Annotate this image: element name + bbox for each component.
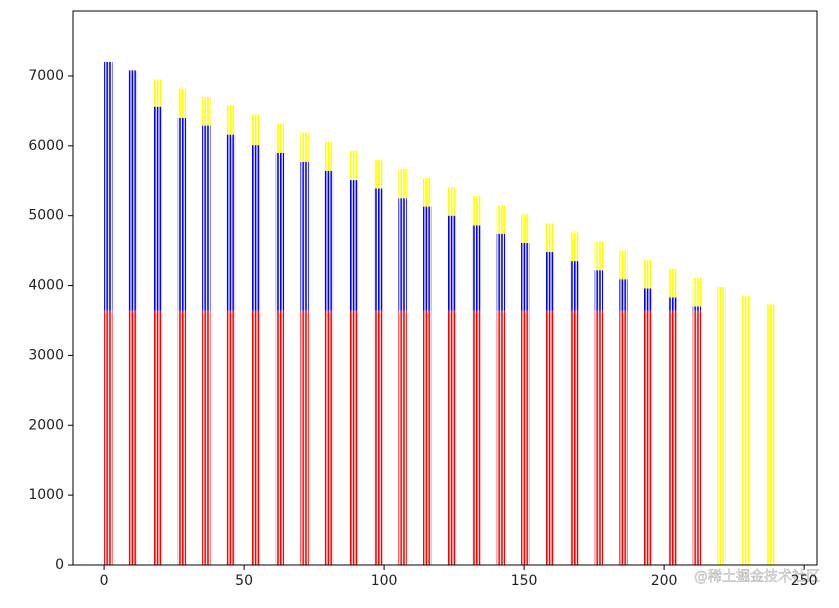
bar-segment: [349, 310, 358, 565]
bar-segment: [226, 134, 236, 311]
bar-segment: [521, 214, 530, 243]
bar-segment: [275, 123, 285, 153]
bar-segment: [398, 198, 407, 311]
bar-segment: [521, 242, 530, 311]
bar-segment: [545, 223, 555, 253]
bar-segment: [300, 132, 309, 162]
bar-segment: [692, 310, 702, 565]
bar-segment: [300, 310, 309, 565]
bar-segment: [472, 310, 481, 565]
y-tick-label: 0: [55, 557, 64, 573]
bar-segment: [104, 310, 113, 565]
bar-segment: [619, 250, 628, 280]
bar-segment: [324, 170, 334, 311]
bar-segment: [594, 270, 604, 311]
bar-segment: [472, 196, 481, 226]
x-tick-label: 200: [651, 573, 678, 589]
bar-segment: [594, 310, 604, 565]
x-tick-label: 150: [511, 573, 538, 589]
bar-segment: [251, 114, 260, 146]
bar-segment: [643, 288, 653, 311]
bar-segment: [374, 159, 383, 189]
bar-segment: [423, 177, 432, 207]
bar-segment: [570, 232, 579, 262]
bar-segment: [275, 152, 285, 311]
bar-segment: [692, 306, 702, 311]
bar-segment: [226, 105, 236, 135]
bar-segment: [251, 310, 260, 565]
x-tick-label: 100: [371, 573, 398, 589]
bar-segment: [496, 233, 506, 311]
x-tick-label: 50: [235, 573, 253, 589]
bar-segment: [692, 277, 702, 307]
bar-segment: [447, 215, 456, 311]
bar-segment: [398, 310, 407, 565]
bar-segment: [153, 79, 162, 107]
bar-segment: [202, 125, 211, 311]
bar-segment: [594, 241, 604, 271]
bar-segment: [447, 187, 456, 216]
y-tick-label: 4000: [28, 278, 64, 294]
y-tick-label: 6000: [28, 138, 64, 154]
bar-segment: [153, 106, 162, 311]
bar-segment: [472, 225, 481, 311]
bar-segment: [423, 206, 432, 311]
bar-segment: [619, 310, 628, 565]
bar-segment: [202, 96, 211, 126]
watermark: @稀土掘金技术社区: [694, 569, 820, 585]
bar-segment: [128, 310, 138, 565]
bar-segment: [423, 310, 432, 565]
bar-segment: [226, 310, 236, 565]
y-tick-label: 2000: [28, 417, 64, 433]
bar-segment: [275, 310, 285, 565]
bar-segment: [202, 310, 211, 565]
bar-segment: [741, 296, 751, 565]
bar-segment: [619, 279, 628, 311]
y-tick-label: 1000: [28, 487, 64, 503]
bar-segment: [374, 188, 383, 311]
bar-segment: [300, 161, 309, 311]
bar-segment: [349, 180, 358, 311]
bar-segment: [177, 117, 187, 311]
bar-segment: [177, 310, 187, 565]
bar-segment: [374, 310, 383, 565]
y-tick-label: 3000: [28, 347, 64, 363]
bar-segment: [104, 61, 113, 311]
bar-segment: [668, 268, 677, 298]
bar-segment: [717, 286, 726, 565]
bar-segment: [570, 310, 579, 565]
bar-segment: [153, 310, 162, 565]
bar-segment: [349, 150, 358, 181]
bar-segment: [251, 145, 260, 311]
bar-segment: [570, 261, 579, 311]
axes-frame: [72, 10, 818, 566]
bar-segment: [496, 310, 506, 565]
bar-segment: [766, 304, 775, 565]
bar-segment: [324, 310, 334, 565]
bar-segment: [668, 310, 677, 565]
bar-segment: [128, 70, 138, 311]
bar-segment: [496, 205, 506, 234]
x-tick-label: 0: [100, 573, 109, 589]
bar-segment: [668, 297, 677, 311]
bar-segment: [447, 310, 456, 565]
bar-segment: [545, 252, 555, 311]
y-tick-label: 5000: [28, 208, 64, 224]
bar-segment: [177, 88, 187, 118]
x-tick-label: 250: [791, 573, 818, 589]
bar-segment: [643, 259, 653, 289]
y-tick-label: 7000: [28, 68, 64, 84]
bar-segment: [324, 141, 334, 171]
bar-segment: [643, 310, 653, 565]
bar-segment: [545, 310, 555, 565]
bar-segment: [521, 310, 530, 565]
bar-segment: [398, 168, 407, 199]
